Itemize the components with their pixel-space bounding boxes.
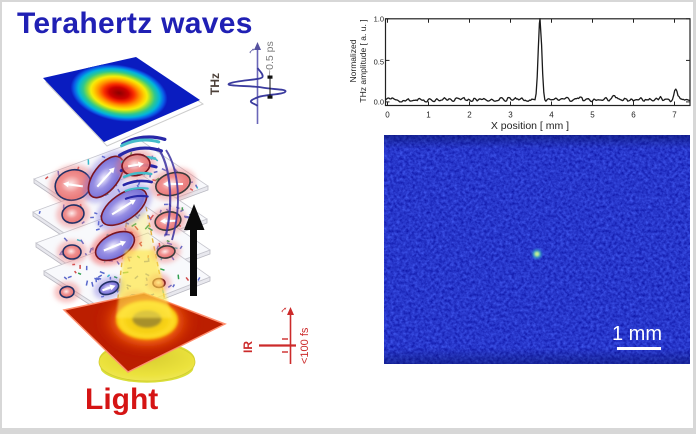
svg-text:<100 fs: <100 fs xyxy=(299,327,311,364)
svg-text:0.0: 0.0 xyxy=(374,98,384,107)
svg-text:2: 2 xyxy=(467,111,472,120)
svg-text:X position [ mm ]: X position [ mm ] xyxy=(491,120,569,132)
svg-text:Normalized: Normalized xyxy=(348,39,358,82)
svg-text:1: 1 xyxy=(426,111,431,120)
svg-text:1 mm: 1 mm xyxy=(612,323,662,345)
svg-text:6: 6 xyxy=(631,111,636,120)
svg-text:0.5: 0.5 xyxy=(374,57,384,66)
svg-text:7: 7 xyxy=(672,111,677,120)
svg-text:3: 3 xyxy=(508,111,513,120)
svg-text:1.0: 1.0 xyxy=(374,15,384,24)
svg-text:~0.5 ps: ~0.5 ps xyxy=(264,41,276,76)
svg-text:THz: THz xyxy=(208,73,222,95)
svg-text:THz amplitude [ a. u. ]: THz amplitude [ a. u. ] xyxy=(358,19,368,102)
svg-text:Light: Light xyxy=(85,383,158,416)
svg-text:Terahertz waves: Terahertz waves xyxy=(17,7,253,40)
svg-text:5: 5 xyxy=(590,111,595,120)
svg-text:4: 4 xyxy=(549,111,554,120)
svg-text:IR: IR xyxy=(241,341,255,353)
svg-text:0: 0 xyxy=(385,111,390,120)
